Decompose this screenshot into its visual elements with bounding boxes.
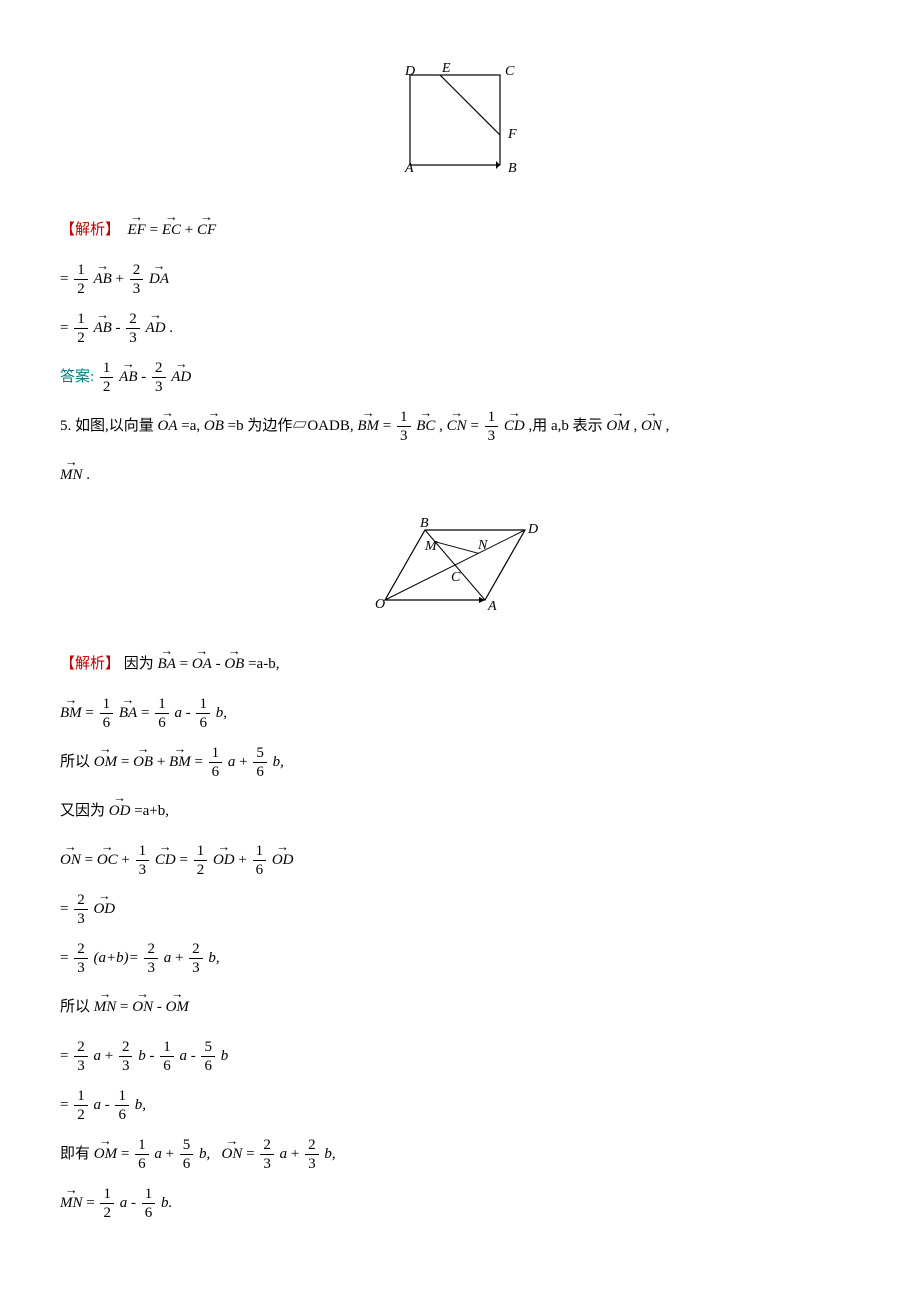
jiexi-label-2: 【解析】 <box>60 656 120 672</box>
svg-text:O: O <box>375 597 385 612</box>
svg-text:D: D <box>404 64 415 79</box>
sol2-l10: = 12 a - 16 b, <box>60 1086 860 1125</box>
svg-text:M: M <box>424 539 438 554</box>
sol2-l4: 又因为 OD =a+b, <box>60 792 860 831</box>
sol2-l8: 所以 MN = ON - OM <box>60 988 860 1027</box>
svg-text:E: E <box>441 61 451 76</box>
solution1-line3: = 12 AB - 23 AD . <box>60 309 860 348</box>
sol2-l6: = 23 OD <box>60 890 860 929</box>
solution1-answer: 答案: 12 AB - 23 AD <box>60 358 860 397</box>
svg-text:C: C <box>505 64 515 79</box>
sol2-l3: 所以 OM = OB + BM = 16 a + 56 b, <box>60 743 860 782</box>
solution1-line1: 【解析】 EF = EC + CF <box>60 211 860 250</box>
svg-text:F: F <box>507 127 517 142</box>
svg-text:A: A <box>404 161 414 176</box>
svg-text:D: D <box>527 522 538 537</box>
svg-text:B: B <box>508 161 517 176</box>
fig2-svg: B D M N C O A <box>365 515 555 615</box>
sol2-l1: 【解析】 因为 BA = OA - OB =a-b, <box>60 645 860 684</box>
figure-square-abcd: D E C F A B <box>60 60 860 191</box>
daan-label: 答案: <box>60 369 94 385</box>
svg-text:B: B <box>420 516 429 531</box>
svg-text:N: N <box>477 538 488 553</box>
solution1-line2: = 12 AB + 23 DA <box>60 260 860 299</box>
problem5-text-line2: MN . <box>60 456 860 495</box>
figure-parallelogram-oadb: B D M N C O A <box>60 515 860 626</box>
sol2-l9: = 23 a + 23 b - 16 a - 56 b <box>60 1037 860 1076</box>
jiexi-label: 【解析】 <box>60 222 120 238</box>
sol2-l12: MN = 12 a - 16 b. <box>60 1184 860 1223</box>
sol2-l5: ON = OC + 13 CD = 12 OD + 16 OD <box>60 841 860 880</box>
sol2-l2: BM = 16 BA = 16 a - 16 b, <box>60 694 860 733</box>
fig1-svg: D E C F A B <box>390 60 530 180</box>
sol2-l7: = 23 (a+b)= 23 a + 23 b, <box>60 939 860 978</box>
sol2-l11: 即有 OM = 16 a + 56 b, ON = 23 a + 23 b, <box>60 1135 860 1174</box>
svg-text:A: A <box>487 599 497 614</box>
svg-text:C: C <box>451 570 461 585</box>
problem5-text: 5. 如图,以向量 OA =a, OB =b 为边作▱OADB, BM = 13… <box>60 407 860 446</box>
